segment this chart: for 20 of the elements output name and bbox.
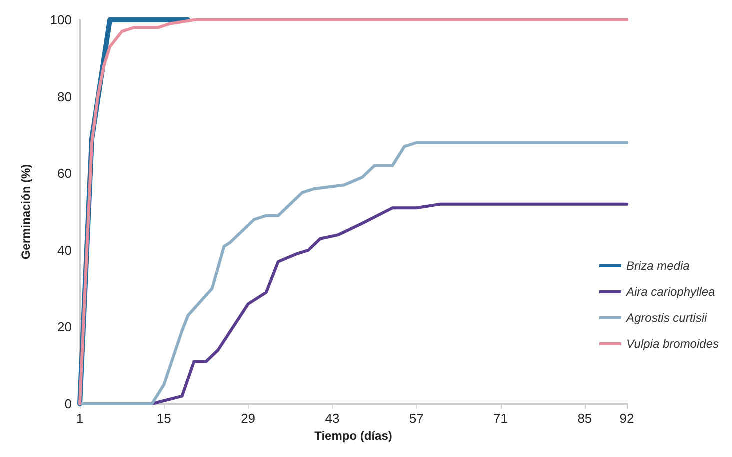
legend-label: Aira cariophyllea: [626, 285, 716, 299]
y-tick-label: 60: [58, 166, 72, 182]
x-tick-label: 71: [494, 411, 508, 426]
y-tick-label: 40: [58, 242, 72, 258]
x-tick-label: 1: [76, 411, 84, 426]
y-tick-label: 100: [50, 12, 72, 28]
x-tick-label: 43: [325, 411, 340, 426]
x-tick-label: 29: [241, 411, 256, 426]
legend-label: Agrostis curtisii: [626, 311, 708, 325]
legend-label: Vulpia bromoides: [626, 337, 720, 351]
x-tick-label: 57: [409, 411, 424, 426]
legend-label: Briza media: [626, 259, 690, 273]
y-tick-label: 0: [64, 396, 72, 412]
x-tick-label: 85: [578, 411, 592, 426]
y-tick-label: 80: [58, 89, 72, 104]
y-tick-label: 20: [58, 320, 72, 335]
x-tick-label: 15: [156, 411, 172, 426]
x-tick-label: 92: [620, 411, 634, 426]
y-axis-title: Germinación (%): [19, 164, 33, 260]
x-axis-title: Tiempo (días): [314, 428, 392, 443]
